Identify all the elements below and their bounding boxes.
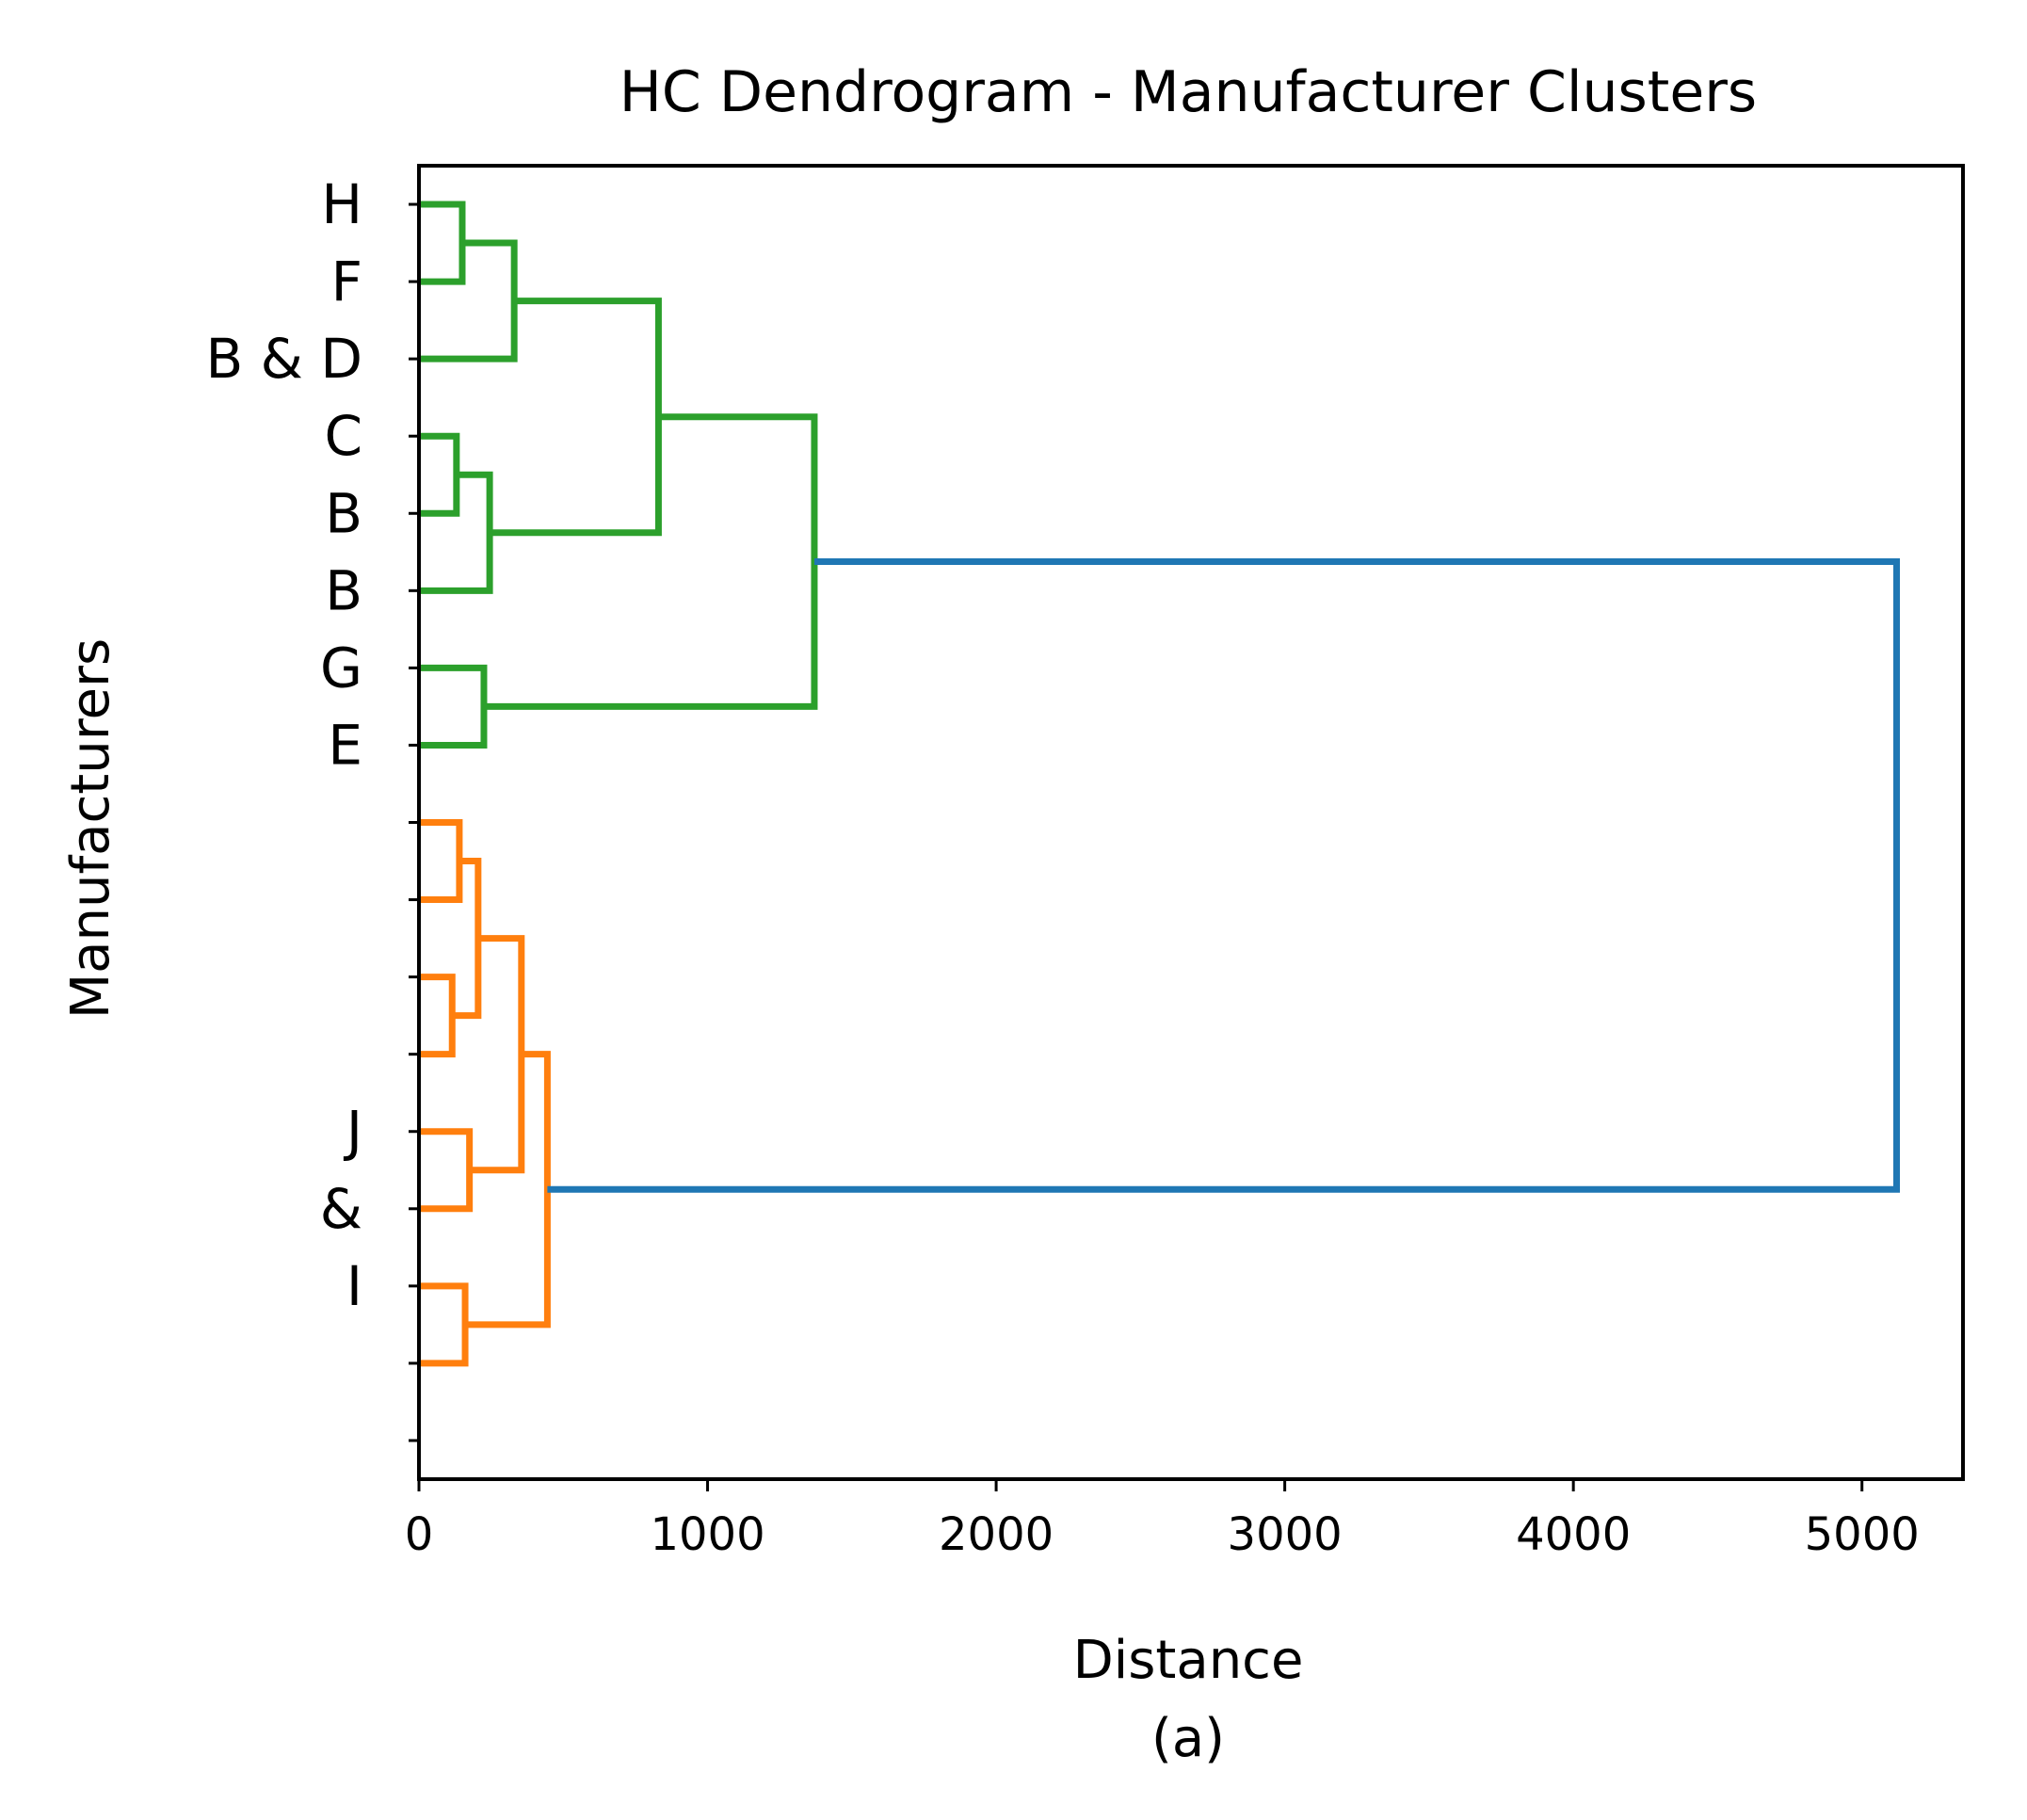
dendrogram-links [419, 201, 1900, 1367]
x-axis-ticks: 0 1000 2000 3000 4000 5000 [405, 1479, 1920, 1561]
dendrogram-link-1 [419, 239, 518, 362]
figure-caption: (a) [1151, 1708, 1225, 1769]
dendrogram-link-0 [419, 201, 466, 285]
dendrogram-link-6 [483, 413, 818, 710]
dendrogram-link-10 [419, 1128, 474, 1213]
dendrogram-link-7 [419, 819, 463, 904]
leaf-label: B [325, 481, 362, 545]
dendrogram-link-9 [452, 858, 482, 1020]
leaf-label: I [346, 1254, 362, 1318]
chart-title: HC Dendrogram - Manufacturer Clusters [619, 59, 1757, 125]
dendrogram-link-12 [419, 1282, 469, 1367]
leaf-label: & [320, 1177, 362, 1241]
x-tick-label: 2000 [939, 1508, 1054, 1561]
leaf-label: H [321, 172, 362, 236]
dendrogram-link-14 [547, 558, 1900, 1193]
x-tick-label: 0 [405, 1508, 434, 1561]
x-tick-label: 5000 [1805, 1508, 1920, 1561]
x-axis-label: Distance [1073, 1630, 1304, 1691]
x-tick-label: 1000 [650, 1508, 764, 1561]
y-axis-label: Manufacturers [60, 638, 121, 1019]
x-tick-label: 4000 [1516, 1508, 1631, 1561]
leaf-label: F [331, 250, 362, 314]
x-tick-label: 3000 [1228, 1508, 1343, 1561]
leaf-label: E [328, 713, 362, 777]
leaf-label: G [320, 636, 362, 700]
leaf-label: C [325, 404, 363, 468]
leaf-label: J [344, 1100, 362, 1164]
dendrogram-link-2 [419, 432, 460, 517]
plot-frame [417, 164, 1965, 1481]
dendrogram-link-13 [465, 1051, 551, 1329]
leaf-label: B [325, 558, 362, 622]
leaf-label: B & D [205, 327, 362, 391]
dendrogram-link-11 [469, 935, 525, 1174]
dendrogram-link-8 [419, 974, 456, 1058]
dendrogram-link-5 [419, 664, 488, 749]
